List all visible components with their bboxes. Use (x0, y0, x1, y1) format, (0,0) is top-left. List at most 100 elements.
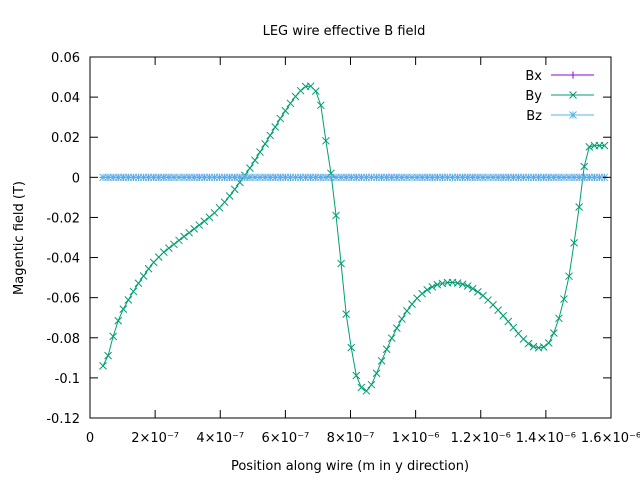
y-axis-label: Magentic field (T) (12, 181, 27, 295)
data-point-by (408, 300, 416, 308)
data-point-by (281, 106, 290, 115)
data-point-by (367, 380, 376, 389)
data-point-bz (240, 173, 249, 182)
data-point-by (463, 282, 472, 290)
x-tick-label: 2×10⁻⁷ (131, 431, 179, 446)
data-point-bz (575, 173, 584, 182)
data-point-bz (438, 173, 447, 182)
legend-marker (569, 71, 577, 79)
data-point-bz (565, 173, 573, 182)
y-tick-label: -0.02 (46, 211, 80, 226)
data-point-by (544, 339, 553, 347)
data-point-by (261, 139, 269, 148)
data-point-bz (124, 173, 133, 182)
data-point-by (524, 339, 533, 348)
series-by (99, 82, 609, 395)
data-point-by (144, 264, 153, 273)
data-point-bz (286, 173, 295, 182)
data-point-by (266, 131, 275, 140)
data-point-by (190, 225, 199, 233)
data-point-bz (225, 173, 234, 182)
data-point-bz (403, 173, 411, 182)
data-point-bz (342, 173, 351, 182)
y-tick-label: 0.02 (51, 131, 80, 146)
x-tick-label: 0 (86, 431, 94, 446)
legend-label: Bz (526, 109, 542, 124)
data-point-bz (499, 173, 508, 182)
data-point-by (468, 284, 477, 293)
data-point-by (170, 240, 178, 249)
data-point-by (570, 239, 578, 247)
data-point-bz (99, 173, 107, 182)
data-point-by (286, 99, 295, 108)
data-point-by (585, 142, 594, 151)
data-point-bz (200, 173, 209, 182)
data-point-bz (423, 173, 432, 182)
data-point-bz (560, 173, 568, 182)
data-point-bz (570, 173, 578, 182)
data-point-by (104, 351, 112, 360)
data-point-by (175, 236, 183, 245)
data-point-bz (474, 173, 482, 182)
data-point-bz (549, 173, 558, 182)
data-point-bz (433, 173, 442, 182)
data-point-bz (372, 173, 381, 182)
data-point-bz (408, 173, 416, 182)
legend-label: By (525, 89, 542, 104)
data-point-bz (534, 173, 543, 182)
data-point-by (195, 221, 204, 229)
data-point-bz (205, 173, 214, 182)
data-point-by (134, 279, 143, 288)
data-point-by (565, 272, 573, 281)
data-point-bz (139, 173, 148, 182)
data-point-bz (509, 173, 518, 182)
data-point-bz (443, 173, 452, 182)
data-point-bz (580, 173, 589, 182)
data-point-bz (185, 173, 193, 182)
data-point-bz (352, 173, 361, 182)
legend-marker (569, 111, 577, 119)
data-point-by (271, 123, 280, 131)
data-point-bz (311, 173, 320, 182)
legend-item-bx: Bx (525, 69, 594, 84)
data-point-bz (230, 173, 239, 182)
data-point-bz (301, 173, 310, 182)
data-point-bz (235, 173, 244, 182)
data-point-by (220, 198, 229, 207)
data-point-bz (159, 173, 168, 182)
data-point-bz (134, 173, 143, 182)
x-tick-label: 1.2×10⁻⁶ (451, 431, 511, 446)
data-point-by (119, 305, 128, 313)
data-point-bz (413, 173, 421, 182)
series-bz (99, 173, 609, 182)
data-point-bz (494, 173, 502, 182)
data-point-bz (484, 173, 492, 182)
data-point-by (332, 211, 340, 220)
data-point-bz (585, 173, 594, 182)
data-point-bz (428, 173, 437, 182)
data-point-bz (347, 173, 356, 182)
data-point-by (322, 136, 330, 145)
data-point-by (418, 289, 426, 298)
x-tick-label: 1.4×10⁻⁶ (516, 431, 576, 446)
data-point-by (129, 287, 138, 296)
legend-item-by: By (525, 89, 594, 104)
chart-title: LEG wire effective B field (263, 24, 426, 39)
data-point-by (549, 329, 558, 337)
legend: Bx By Bz (525, 69, 594, 124)
data-point-bz (377, 173, 386, 182)
data-point-by (428, 282, 437, 291)
data-point-bz (448, 173, 457, 182)
data-point-bz (190, 173, 199, 182)
data-point-bz (362, 173, 371, 182)
data-point-bz (519, 173, 528, 182)
data-point-bz (544, 173, 553, 182)
data-point-bz (332, 173, 340, 182)
data-point-by (139, 272, 148, 280)
data-point-bz (514, 173, 523, 182)
data-point-bz (276, 173, 285, 182)
y-tick-label: -0.1 (55, 372, 80, 387)
data-point-bz (114, 173, 123, 182)
data-point-bz (261, 173, 269, 182)
data-point-by (423, 285, 432, 294)
